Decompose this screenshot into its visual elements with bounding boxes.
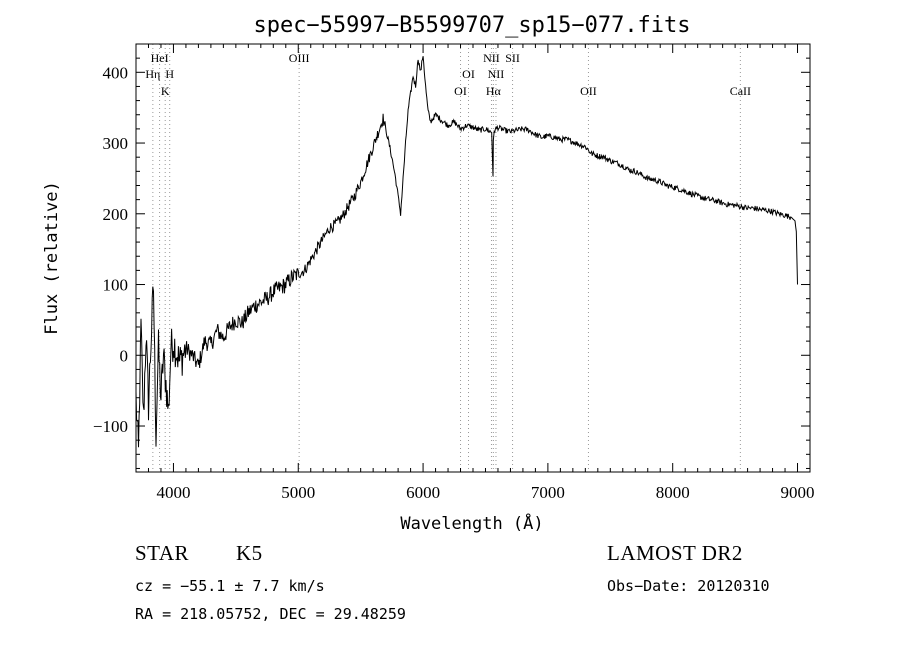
coordinates-label: RA = 218.05752, DEC = 29.48259 bbox=[135, 605, 406, 623]
line-label-2: H bbox=[165, 67, 174, 81]
x-axis-label: Wavelength (Å) bbox=[400, 512, 543, 534]
line-label-4: OIII bbox=[289, 51, 310, 65]
y-axis-label: Flux (relative) bbox=[42, 181, 62, 335]
obs-date-label: Obs−Date: 20120310 bbox=[607, 577, 770, 595]
line-label-1: Hη bbox=[145, 67, 160, 81]
x-tick-label: 5000 bbox=[281, 483, 315, 502]
plot-frame bbox=[135, 43, 811, 473]
line-label-12: CaII bbox=[730, 84, 751, 98]
line-label-11: OII bbox=[580, 84, 597, 98]
y-tick-label: 200 bbox=[103, 205, 129, 224]
y-axis-ticks: −100 0 100 200 300 400 bbox=[93, 57, 810, 469]
line-label-10: SII bbox=[505, 51, 520, 65]
spectrum-series-line bbox=[135, 56, 798, 448]
line-label-6: OI bbox=[462, 67, 475, 81]
line-label-5: OI bbox=[454, 84, 467, 98]
y-tick-label: 100 bbox=[103, 276, 129, 295]
y-tick-label: −100 bbox=[93, 417, 128, 436]
subclass-label: K5 bbox=[236, 541, 263, 565]
y-tick-label: 300 bbox=[103, 134, 129, 153]
line-label-7: NII bbox=[483, 51, 500, 65]
redshift-label: cz = −55.1 ± 7.7 km/s bbox=[135, 577, 325, 595]
line-label-9: Hα bbox=[486, 84, 502, 98]
survey-label: LAMOST DR2 bbox=[607, 541, 743, 565]
object-type-label: STAR bbox=[135, 541, 189, 565]
spectral-line-labels: HeI Hη HK OIII OI OI NII NII Hα SII OII CaII bbox=[145, 51, 751, 98]
x-tick-label: 7000 bbox=[531, 483, 565, 502]
x-tick-label: 6000 bbox=[406, 483, 440, 502]
chart-title: spec−55997−B5599707_sp15−077.fits bbox=[253, 13, 690, 38]
x-tick-label: 8000 bbox=[656, 483, 690, 502]
x-tick-label: 4000 bbox=[156, 483, 190, 502]
x-axis-ticks: 4000 5000 6000 7000 8000 9000 bbox=[147, 44, 815, 502]
line-label-0: HeI bbox=[151, 51, 169, 65]
line-label-3: K bbox=[161, 84, 170, 98]
x-tick-label: 9000 bbox=[781, 483, 815, 502]
spectral-line-markers bbox=[152, 44, 741, 472]
y-tick-label: 0 bbox=[120, 346, 129, 365]
y-tick-label: 400 bbox=[103, 63, 129, 82]
line-label-8: NII bbox=[488, 67, 505, 81]
